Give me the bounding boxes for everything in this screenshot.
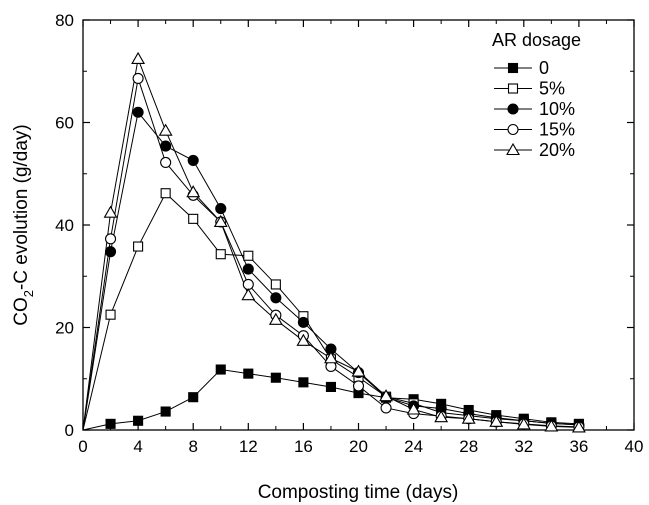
series-point-4 bbox=[379, 389, 393, 402]
series-point-2 bbox=[297, 316, 309, 328]
legend-marker bbox=[507, 123, 519, 136]
series-line-3 bbox=[82, 78, 579, 431]
series-point-4 bbox=[186, 185, 201, 198]
series-point-3 bbox=[352, 380, 365, 392]
legend-label: 5% bbox=[539, 79, 565, 99]
series-point-0 bbox=[243, 368, 254, 379]
series-point-4 bbox=[544, 419, 559, 432]
series-point-4 bbox=[268, 312, 283, 325]
series-point-2 bbox=[160, 140, 172, 152]
y-axis-label: CO2-C evolution (g/day) bbox=[11, 124, 36, 326]
series-point-2 bbox=[132, 106, 144, 118]
series-point-4 bbox=[516, 417, 531, 430]
x-tick-label: 36 bbox=[569, 437, 588, 456]
x-tick-label: 16 bbox=[294, 437, 313, 456]
x-tick-label: 4 bbox=[133, 437, 142, 456]
series-line-4 bbox=[82, 57, 579, 431]
series-point-0 bbox=[298, 377, 309, 388]
series-point-1 bbox=[188, 213, 199, 224]
series-point-4 bbox=[461, 411, 476, 424]
legend-label: 15% bbox=[539, 120, 575, 140]
y-tick-label: 80 bbox=[55, 11, 74, 30]
series-point-0 bbox=[160, 406, 171, 417]
legend-marker bbox=[507, 62, 519, 74]
series-point-4 bbox=[434, 410, 449, 423]
y-tick-label: 40 bbox=[55, 216, 74, 235]
series-point-0 bbox=[270, 372, 281, 383]
series-point-3 bbox=[105, 233, 117, 245]
series-point-3 bbox=[380, 402, 392, 414]
series-point-2 bbox=[270, 292, 282, 304]
x-tick-label: 8 bbox=[188, 437, 197, 456]
series-point-4 bbox=[103, 205, 118, 218]
series-point-0 bbox=[105, 418, 116, 429]
legend-marker bbox=[507, 83, 519, 94]
series-point-2 bbox=[215, 203, 227, 215]
x-tick-label: 32 bbox=[514, 437, 533, 456]
series-point-1 bbox=[105, 309, 116, 320]
series-point-4 bbox=[241, 288, 256, 301]
series-point-2 bbox=[105, 246, 117, 258]
y-axis-label-sub: 2 bbox=[21, 290, 36, 297]
x-axis-label: Composting time (days) bbox=[258, 482, 459, 503]
series-point-0 bbox=[133, 415, 144, 426]
series-point-2 bbox=[242, 263, 254, 275]
series-point-1 bbox=[243, 250, 254, 261]
legend: AR dosage 05%10%15%20% bbox=[492, 30, 581, 160]
series-point-0 bbox=[325, 381, 337, 393]
series-point-4 bbox=[571, 420, 586, 433]
series-point-0 bbox=[215, 364, 226, 375]
series-point-4 bbox=[489, 414, 504, 427]
y-axis-label-main: CO bbox=[11, 297, 32, 326]
legend-marker bbox=[507, 103, 519, 115]
series-point-4 bbox=[324, 351, 338, 364]
ticks: 0 4 8 12 16 20 24 28 32 36 40 0 20 40 60 80 bbox=[55, 11, 643, 456]
x-tick-label: 0 bbox=[78, 437, 87, 456]
series-markers bbox=[103, 51, 586, 433]
series-point-1 bbox=[215, 249, 226, 260]
x-tick-label: 20 bbox=[349, 437, 368, 456]
legend-marker bbox=[506, 142, 520, 156]
y-tick-label: 60 bbox=[55, 114, 74, 133]
series-point-1 bbox=[160, 188, 171, 199]
series-point-3 bbox=[132, 72, 144, 84]
x-tick-label: 24 bbox=[404, 437, 423, 456]
y-tick-label: 0 bbox=[65, 421, 74, 440]
series-point-1 bbox=[133, 241, 144, 252]
legend-label: 20% bbox=[539, 140, 575, 160]
x-tick-label: 40 bbox=[625, 437, 644, 456]
legend-title: AR dosage bbox=[492, 30, 581, 50]
series-point-1 bbox=[270, 279, 281, 290]
series-point-0 bbox=[188, 392, 199, 403]
series-line-1 bbox=[82, 192, 579, 431]
series-point-4 bbox=[158, 123, 173, 136]
y-axis-label-rest: -C evolution (g/day) bbox=[11, 124, 32, 290]
series-line-0 bbox=[82, 368, 579, 431]
series-point-3 bbox=[242, 278, 254, 291]
series-point-4 bbox=[351, 364, 366, 377]
x-tick-label: 28 bbox=[459, 437, 478, 456]
series-point-4 bbox=[296, 333, 311, 346]
legend-label: 10% bbox=[539, 99, 575, 119]
series-point-4 bbox=[131, 51, 146, 65]
series-point-2 bbox=[187, 154, 199, 166]
series-point-4 bbox=[406, 402, 421, 415]
series-point-4 bbox=[213, 214, 228, 227]
series-lines bbox=[82, 57, 579, 431]
series-point-3 bbox=[160, 156, 172, 169]
y-tick-label: 20 bbox=[55, 319, 74, 338]
x-tick-label: 12 bbox=[239, 437, 258, 456]
legend-label: 0 bbox=[539, 58, 549, 78]
